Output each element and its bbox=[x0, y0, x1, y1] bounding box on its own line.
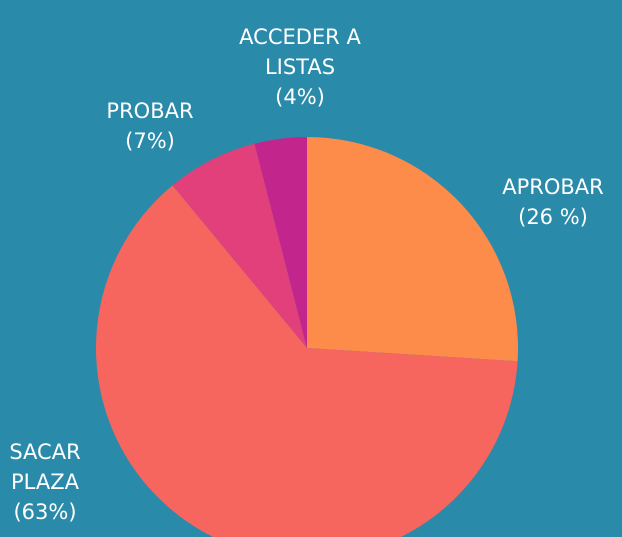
value-label: (4%) bbox=[275, 85, 325, 109]
category-label: APROBAR bbox=[502, 175, 604, 199]
category-label: ACCEDER A LISTAS bbox=[239, 25, 361, 79]
slice-label: PROBAR (7%) bbox=[90, 96, 210, 156]
pie-slice bbox=[172, 143, 307, 348]
category-label: SACAR PLAZA bbox=[9, 440, 81, 494]
slice-label: SACAR PLAZA (63%) bbox=[0, 437, 90, 527]
category-label: PROBAR bbox=[106, 99, 194, 123]
value-label: (7%) bbox=[125, 129, 175, 153]
value-label: (63%) bbox=[13, 500, 77, 524]
slice-label: APROBAR (26 %) bbox=[483, 172, 622, 232]
value-label: (26 %) bbox=[518, 205, 588, 229]
pie-slice bbox=[96, 185, 518, 537]
slice-label: ACCEDER A LISTAS (4%) bbox=[225, 22, 375, 112]
pie-slice bbox=[254, 137, 307, 348]
pie-slice bbox=[307, 137, 518, 362]
